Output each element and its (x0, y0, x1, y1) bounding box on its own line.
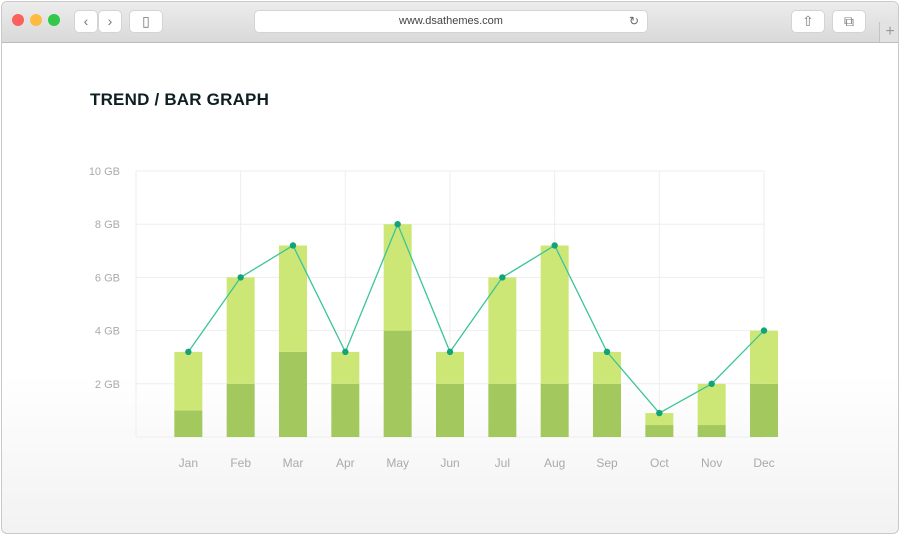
trend-point (237, 274, 244, 281)
bar-segment (436, 383, 464, 437)
url-text: www.dsathemes.com (399, 15, 503, 27)
bar-segment (174, 410, 203, 437)
trend-point (342, 348, 349, 356)
trend-line (187, 222, 765, 414)
x-tick-label: Mar (283, 456, 304, 470)
address-bar[interactable]: www.dsathemes.com ↻ (255, 11, 647, 32)
bar-segment (488, 383, 517, 437)
bar-segment (174, 351, 203, 411)
bar-segment (226, 383, 255, 437)
share-icon[interactable]: ⇧ (792, 11, 824, 32)
x-tick-label: Jan (179, 456, 198, 470)
y-tick-label: 8 GB (95, 219, 120, 231)
trend-point (394, 221, 401, 228)
trend-point (185, 348, 192, 356)
back-icon[interactable]: ‹ (75, 11, 97, 32)
bar-segment (750, 383, 778, 437)
bar-segment (383, 330, 412, 437)
bar-segment (279, 351, 307, 437)
bar-segment (226, 277, 255, 384)
trend-point (446, 348, 454, 356)
bar-segment (331, 383, 360, 437)
minimize-dot-icon[interactable] (30, 14, 42, 26)
maximize-dot-icon[interactable] (48, 14, 60, 26)
x-tick-label: Oct (650, 456, 669, 470)
x-tick-label: Aug (544, 456, 565, 470)
x-tick-label: Feb (230, 456, 251, 470)
x-tick-label: Jul (495, 456, 510, 470)
x-tick-label: Nov (701, 456, 722, 470)
bar-segment (750, 330, 778, 384)
bar-segment (645, 425, 674, 437)
bar-segment (540, 245, 569, 384)
trend-point (551, 242, 558, 249)
bar-segment (383, 224, 412, 331)
x-tick-label: May (386, 456, 409, 470)
x-tick-label: Jun (440, 456, 459, 470)
tabs-icon[interactable]: ⧉ (833, 11, 865, 32)
reload-icon[interactable]: ↻ (628, 14, 639, 28)
x-tick-label: Dec (753, 456, 774, 470)
trend-point (708, 380, 715, 387)
x-tick-label: Sep (596, 456, 618, 470)
bar-segment (279, 245, 307, 352)
x-tick-label: Apr (336, 456, 355, 470)
bar-segment (331, 351, 360, 384)
bar-segment (593, 351, 621, 384)
page-title: TREND / BAR GRAPH (90, 90, 270, 109)
y-tick-label: 4 GB (95, 326, 120, 338)
bar-segment (593, 383, 621, 437)
trend-point (656, 409, 663, 417)
bar-segment (540, 383, 569, 437)
trend-point (289, 242, 297, 249)
new-tab-icon[interactable]: + (879, 22, 898, 42)
forward-icon[interactable]: › (99, 11, 121, 32)
trend-point (499, 274, 506, 281)
close-dot-icon[interactable] (12, 14, 24, 26)
bar-segment (697, 425, 726, 437)
bar-segment (436, 351, 464, 384)
y-tick-label: 2 GB (95, 379, 120, 391)
bar-segment (645, 413, 674, 426)
y-tick-label: 6 GB (95, 272, 120, 284)
bar-segment (697, 383, 726, 426)
y-tick-label: 10 GB (89, 166, 120, 178)
browser-toolbar: ‹ › ▯ www.dsathemes.com ↻ ⇧ ⧉ (2, 2, 898, 43)
bar-segment (488, 277, 517, 384)
trend-point (603, 348, 611, 356)
sidebar-icon[interactable]: ▯ (130, 11, 162, 32)
trend-point (760, 327, 768, 334)
